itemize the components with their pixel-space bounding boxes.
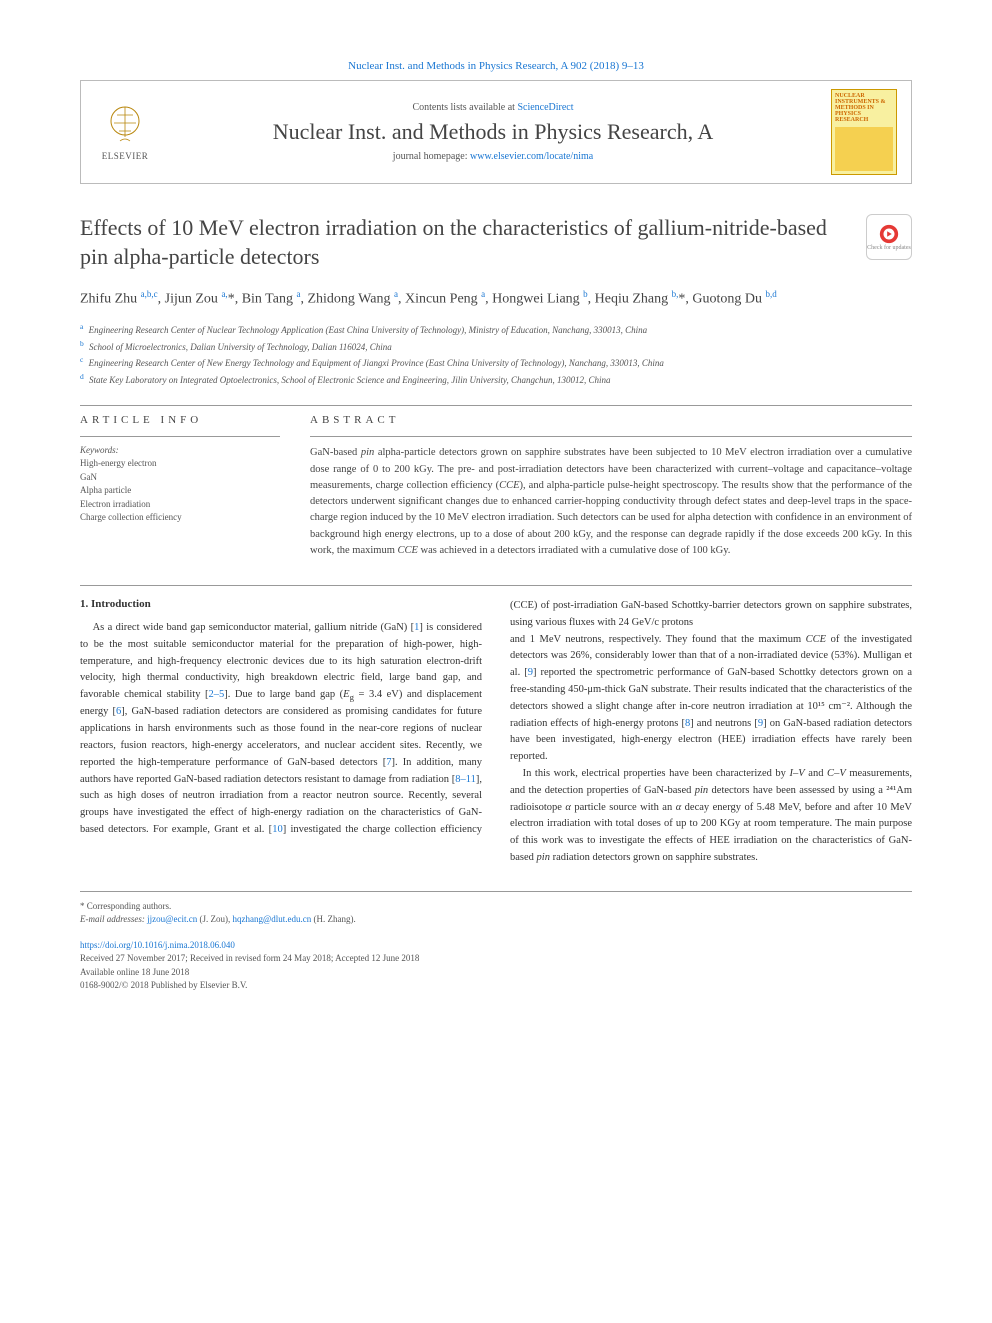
corresponding-authors: * Corresponding authors. E-mail addresse…: [80, 900, 912, 927]
email-name-2: (H. Zhang): [313, 914, 353, 924]
elsevier-logo: ELSEVIER: [95, 98, 155, 166]
elsevier-tree-icon: [102, 103, 148, 149]
available-line: Available online 18 June 2018: [80, 966, 912, 980]
homepage-line: journal homepage: www.elsevier.com/locat…: [169, 151, 817, 162]
affiliation-item: c Engineering Research Center of New Ene…: [80, 354, 912, 371]
email-name-1: (J. Zou): [199, 914, 228, 924]
keyword-item: High-energy electron: [80, 457, 280, 471]
received-line: Received 27 November 2017; Received in r…: [80, 952, 912, 966]
check-updates-badge[interactable]: Check for updates: [866, 214, 912, 260]
keywords-label: Keywords:: [80, 445, 280, 455]
journal-name: Nuclear Inst. and Methods in Physics Res…: [169, 119, 817, 145]
email-link-2[interactable]: hqzhang@dlut.edu.cn: [232, 914, 311, 924]
citation-header: Nuclear Inst. and Methods in Physics Res…: [80, 60, 912, 72]
keyword-item: Alpha particle: [80, 484, 280, 498]
section-heading: 1. Introduction: [80, 598, 482, 610]
contents-prefix: Contents lists available at: [412, 102, 517, 113]
affiliation-item: d State Key Laboratory on Integrated Opt…: [80, 371, 912, 388]
keyword-item: Charge collection efficiency: [80, 511, 280, 525]
homepage-link[interactable]: www.elsevier.com/locate/nima: [470, 151, 593, 162]
abstract-label: ABSTRACT: [310, 414, 912, 426]
divider: [80, 585, 912, 586]
authors-list: Zhifu Zhu a,b,c, Jijun Zou a,*, Bin Tang…: [80, 287, 912, 311]
check-updates-label: Check for updates: [867, 245, 911, 251]
email-label: E-mail addresses:: [80, 914, 145, 924]
sciencedirect-link[interactable]: ScienceDirect: [517, 102, 573, 113]
divider: [80, 405, 912, 406]
abstract-text: GaN-based pin alpha-particle detectors g…: [310, 445, 912, 559]
article-title: Effects of 10 MeV electron irradiation o…: [80, 214, 846, 271]
affiliations-list: a Engineering Research Center of Nuclear…: [80, 321, 912, 387]
divider: [80, 436, 280, 437]
contents-line: Contents lists available at ScienceDirec…: [169, 102, 817, 113]
check-updates-icon: [878, 223, 900, 245]
keyword-item: GaN: [80, 471, 280, 485]
copyright-line: 0168-9002/© 2018 Published by Elsevier B…: [80, 979, 912, 993]
affiliation-item: a Engineering Research Center of Nuclear…: [80, 321, 912, 338]
cover-label: NUCLEAR INSTRUMENTS & METHODS IN PHYSICS…: [835, 93, 893, 123]
corr-label: * Corresponding authors.: [80, 900, 912, 914]
article-info-label: ARTICLE INFO: [80, 414, 280, 426]
doi-block: https://doi.org/10.1016/j.nima.2018.06.0…: [80, 939, 912, 993]
journal-masthead: ELSEVIER Contents lists available at Sci…: [80, 80, 912, 184]
body-paragraph: In this work, electrical properties have…: [510, 766, 912, 867]
abstract-block: ABSTRACT GaN-based pin alpha-particle de…: [310, 414, 912, 559]
footer-block: * Corresponding authors. E-mail addresse…: [80, 891, 912, 993]
journal-cover-thumb: NUCLEAR INSTRUMENTS & METHODS IN PHYSICS…: [831, 89, 897, 175]
affiliation-item: b School of Microelectronics, Dalian Uni…: [80, 338, 912, 355]
body-paragraph: and 1 MeV neutrons, respectively. They f…: [510, 632, 912, 766]
article-info-block: ARTICLE INFO Keywords: High-energy elect…: [80, 414, 280, 559]
keyword-item: Electron irradiation: [80, 498, 280, 512]
doi-link[interactable]: https://doi.org/10.1016/j.nima.2018.06.0…: [80, 940, 235, 950]
homepage-prefix: journal homepage:: [393, 151, 470, 162]
divider: [310, 436, 912, 437]
email-link-1[interactable]: jjzou@ecit.cn: [147, 914, 197, 924]
elsevier-name: ELSEVIER: [102, 151, 149, 161]
